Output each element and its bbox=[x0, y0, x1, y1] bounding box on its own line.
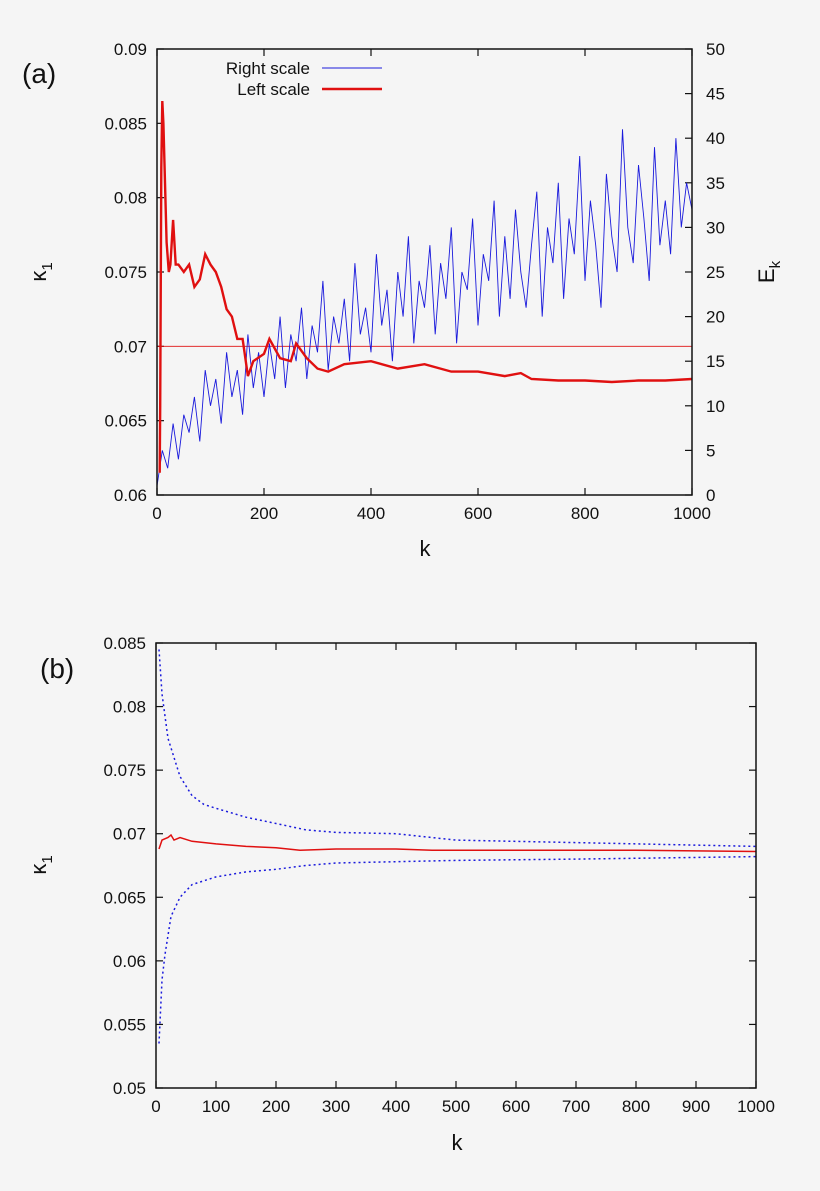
x-tick-label: 700 bbox=[562, 1097, 590, 1116]
y-tick-label: 0.08 bbox=[113, 698, 146, 717]
panel-a: (a) k κ1 Ek Right scale Left scale 0 200 4… bbox=[22, 40, 784, 561]
x-tick-label: 600 bbox=[464, 504, 492, 523]
legend: Right scale Left scale bbox=[226, 59, 382, 99]
panel-a-label: (a) bbox=[22, 58, 56, 89]
y-tick-label: 0.075 bbox=[104, 263, 147, 282]
x-tick-label: 0 bbox=[152, 504, 161, 523]
series-line-2 bbox=[158, 855, 757, 1044]
y-tick-label: 0.09 bbox=[114, 40, 147, 59]
x-tick-label: 800 bbox=[622, 1097, 650, 1116]
y-tick-label: 0.07 bbox=[114, 337, 147, 356]
y-tick-label: 0.085 bbox=[104, 114, 147, 133]
panel-b-x-label: k bbox=[452, 1130, 464, 1155]
y-tick-label: 0.05 bbox=[113, 1079, 146, 1098]
plot-frame bbox=[156, 48, 693, 496]
plot-frame bbox=[155, 642, 757, 1089]
y2-tick-label: 15 bbox=[706, 352, 725, 371]
series-line-0 bbox=[158, 833, 757, 853]
y2-tick-label: 20 bbox=[706, 308, 725, 327]
x-tick-label: 500 bbox=[442, 1097, 470, 1116]
y2-tick-label: 25 bbox=[706, 263, 725, 282]
x-tick-label: 1000 bbox=[737, 1097, 775, 1116]
x-tick-label: 600 bbox=[502, 1097, 530, 1116]
x-tick-label: 400 bbox=[382, 1097, 410, 1116]
y-tick-label: 0.07 bbox=[113, 825, 146, 844]
x-tick-label: 400 bbox=[357, 504, 385, 523]
svg-text:Ek: Ek bbox=[754, 260, 784, 283]
y-tick-label: 0.065 bbox=[104, 412, 147, 431]
y-tick-label: 0.085 bbox=[103, 634, 146, 653]
y2-tick-label: 40 bbox=[706, 129, 725, 148]
x-tick-label: 200 bbox=[262, 1097, 290, 1116]
y-tick-label: 0.06 bbox=[114, 486, 147, 505]
y-tick-label: 0.06 bbox=[113, 952, 146, 971]
series-line-right-scale bbox=[156, 129, 693, 487]
x-tick-label: 900 bbox=[682, 1097, 710, 1116]
x-tick-label: 200 bbox=[250, 504, 278, 523]
panel-b: (b) k κ1 0 100 200 300 400 500 600 700 800 900 100… bbox=[26, 634, 775, 1155]
y-tick-label: 0.075 bbox=[103, 761, 146, 780]
legend-right-scale: Right scale bbox=[226, 59, 310, 78]
panel-b-label: (b) bbox=[40, 653, 74, 684]
y-tick-label: 0.08 bbox=[114, 189, 147, 208]
y2-tick-label: 0 bbox=[706, 486, 715, 505]
y-tick-label: 0.065 bbox=[103, 888, 146, 907]
series-line-left-scale bbox=[158, 100, 693, 473]
x-tick-label: 300 bbox=[322, 1097, 350, 1116]
series-line-1 bbox=[158, 649, 757, 848]
panel-a-y2-label: Ek bbox=[754, 260, 784, 283]
y2-tick-label: 50 bbox=[706, 40, 725, 59]
svg-text:κ1: κ1 bbox=[26, 262, 56, 281]
y2-tick-label: 30 bbox=[706, 218, 725, 237]
x-tick-label: 0 bbox=[151, 1097, 160, 1116]
y2-tick-label: 5 bbox=[706, 441, 715, 460]
legend-left-scale: Left scale bbox=[237, 80, 310, 99]
y2-tick-label: 10 bbox=[706, 397, 725, 416]
x-tick-label: 100 bbox=[202, 1097, 230, 1116]
y-tick-label: 0.055 bbox=[103, 1015, 146, 1034]
panel-a-x-label: k bbox=[420, 536, 432, 561]
y2-tick-label: 45 bbox=[706, 85, 725, 104]
x-tick-label: 800 bbox=[571, 504, 599, 523]
x-tick-label: 1000 bbox=[673, 504, 711, 523]
svg-text:κ1: κ1 bbox=[26, 855, 56, 874]
panel-b-y-label: κ1 bbox=[26, 855, 56, 874]
y2-tick-label: 35 bbox=[706, 174, 725, 193]
panel-a-y-label: κ1 bbox=[26, 262, 56, 281]
